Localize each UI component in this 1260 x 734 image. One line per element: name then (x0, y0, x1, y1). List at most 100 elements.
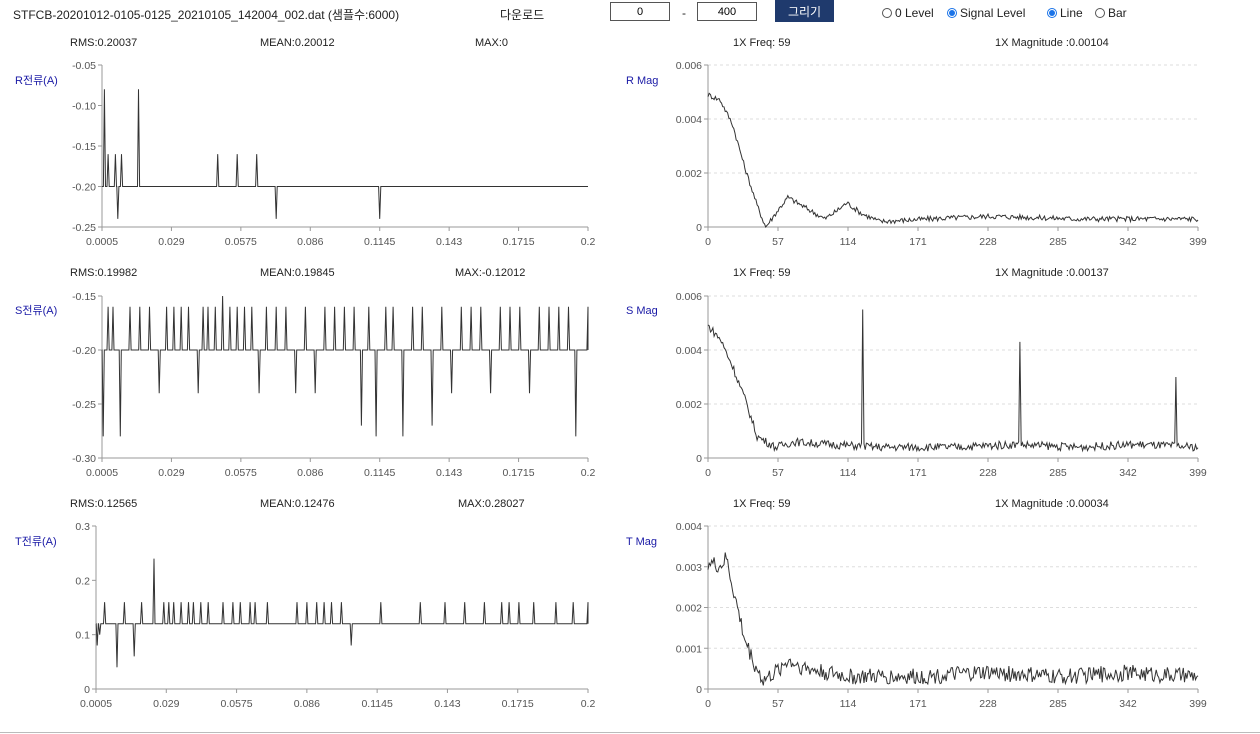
y-tick-label: -0.20 (72, 345, 96, 357)
x-tick-label: 0 (705, 698, 711, 710)
radio-circle-icon (1095, 8, 1105, 18)
y-tick-label: -0.15 (72, 291, 96, 303)
x-tick-label: 0.0575 (221, 698, 253, 710)
download-link[interactable]: 다운로드 (500, 8, 545, 22)
stat-text: 1X Magnitude :0.00104 (995, 37, 1109, 49)
radio-circle-icon (882, 8, 892, 18)
x-tick-label: 171 (909, 467, 927, 479)
x-tick-label: 0.029 (153, 698, 179, 710)
x-tick-label: 0.1145 (364, 467, 395, 479)
x-tick-label: 0.143 (434, 698, 460, 710)
stat-text: MEAN:0.19845 (260, 267, 335, 279)
x-tick-label: 0.1715 (503, 236, 535, 248)
y-tick-label: 0.004 (676, 345, 702, 357)
x-tick-label: 0 (705, 467, 711, 479)
x-tick-label: 0.0005 (86, 467, 118, 479)
x-tick-label: 399 (1189, 236, 1207, 248)
x-tick-label: 171 (909, 236, 927, 248)
axis-label: S전류(A) (15, 304, 57, 317)
y-tick-label: -0.25 (72, 399, 96, 411)
stat-text: MEAN:0.20012 (260, 37, 335, 49)
stat-text: 1X Freq: 59 (733, 267, 790, 279)
x-tick-label: 0.1145 (361, 698, 392, 710)
x-tick-label: 114 (840, 698, 857, 710)
range-dash: - (682, 6, 686, 20)
series-line (102, 89, 588, 219)
bottom-divider (0, 732, 1260, 733)
draw-button[interactable]: 그리기 (775, 0, 834, 22)
stat-text: 1X Magnitude :0.00034 (995, 498, 1109, 510)
series-line (95, 558, 589, 668)
x-tick-label: 114 (840, 467, 857, 479)
range-end-input[interactable] (697, 2, 757, 21)
radio-label: Signal Level (960, 6, 1026, 20)
x-tick-label: 0.1715 (502, 698, 534, 710)
x-tick-label: 0.2 (581, 467, 596, 479)
series-line (707, 92, 1199, 228)
x-tick-label: 0.029 (158, 236, 184, 248)
radio-label: Bar (1108, 6, 1127, 20)
x-tick-label: 114 (840, 236, 857, 248)
x-tick-label: 0.143 (436, 467, 462, 479)
x-tick-label: 228 (979, 236, 997, 248)
radio-signal-level[interactable]: Signal Level (947, 6, 1025, 20)
x-tick-label: 57 (772, 698, 784, 710)
x-tick-label: 0.0005 (80, 698, 112, 710)
x-tick-label: 0.2 (581, 236, 596, 248)
y-tick-label: 0 (696, 222, 702, 234)
y-tick-label: 0.002 (676, 399, 702, 411)
x-tick-label: 0.029 (158, 467, 184, 479)
series-line (101, 295, 589, 437)
x-tick-label: 0.0575 (225, 236, 257, 248)
x-tick-label: 399 (1189, 698, 1207, 710)
y-tick-label: 0.001 (676, 643, 702, 655)
radio-label: 0 Level (895, 6, 934, 20)
axis-label: T전류(A) (15, 535, 57, 548)
radio-zero-level[interactable]: 0 Level (882, 6, 934, 20)
stat-text: 1X Freq: 59 (733, 498, 790, 510)
axis-label: T Mag (626, 536, 657, 548)
x-tick-label: 0.0575 (225, 467, 257, 479)
radio-line[interactable]: Line (1047, 6, 1083, 20)
radio-bar[interactable]: Bar (1095, 6, 1127, 20)
y-tick-label: 0.004 (676, 521, 702, 533)
axis-label: R Mag (626, 75, 658, 87)
y-tick-label: 0.003 (676, 562, 702, 574)
y-tick-label: -0.20 (72, 182, 96, 194)
radio-circle-icon (947, 8, 957, 18)
toolbar: STFCB-20201012-0105-0125_20210105_142004… (0, 0, 1260, 26)
x-tick-label: 285 (1049, 698, 1067, 710)
x-tick-label: 285 (1049, 467, 1067, 479)
x-tick-label: 0.086 (294, 698, 320, 710)
y-tick-label: 0.3 (75, 521, 90, 533)
y-tick-label: 0.006 (676, 60, 702, 72)
y-tick-label: 0.1 (75, 630, 90, 642)
x-tick-label: 0.086 (297, 236, 323, 248)
y-tick-label: 0 (84, 684, 90, 696)
x-tick-label: 228 (979, 698, 997, 710)
x-tick-label: 0.1715 (503, 467, 535, 479)
y-tick-label: -0.25 (72, 222, 96, 234)
radio-circle-icon (1047, 8, 1057, 18)
range-start-input[interactable] (610, 2, 670, 21)
series-line (707, 309, 1199, 453)
x-tick-label: 342 (1119, 236, 1137, 248)
x-tick-label: 0.2 (581, 698, 596, 710)
x-tick-label: 57 (772, 236, 784, 248)
x-tick-label: 0.086 (297, 467, 323, 479)
y-tick-label: 0.006 (676, 291, 702, 303)
y-tick-label: 0 (696, 684, 702, 696)
x-tick-label: 342 (1119, 467, 1137, 479)
x-tick-label: 0.143 (436, 236, 462, 248)
y-tick-label: 0.004 (676, 114, 702, 126)
x-tick-label: 0.0005 (86, 236, 118, 248)
stat-text: MAX:-0.12012 (455, 267, 525, 279)
file-name: STFCB-20201012-0105-0125_20210105_142004… (13, 8, 400, 22)
stat-text: 1X Freq: 59 (733, 37, 790, 49)
x-tick-label: 0.1145 (364, 236, 395, 248)
y-tick-label: -0.15 (72, 141, 96, 153)
axis-label: S Mag (626, 305, 658, 317)
x-tick-label: 285 (1049, 236, 1067, 248)
x-tick-label: 171 (909, 698, 927, 710)
